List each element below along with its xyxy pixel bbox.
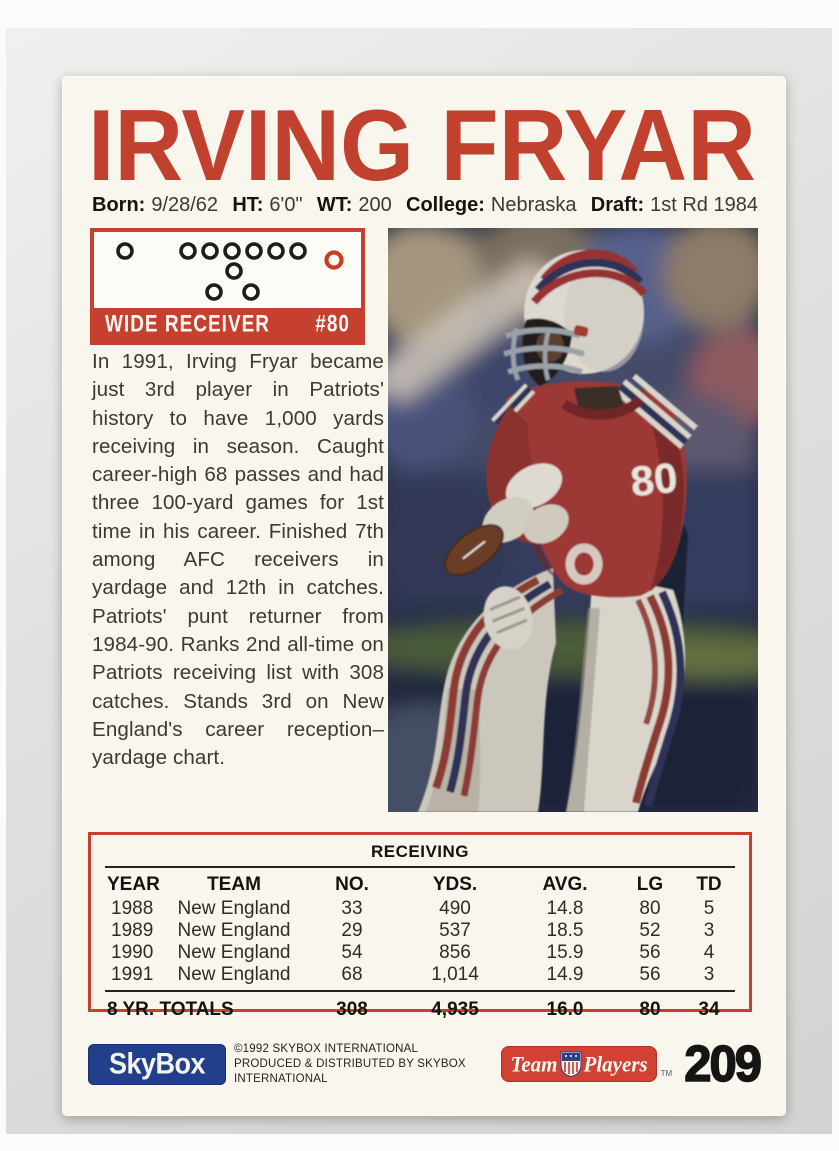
position-banner: WIDE RECEIVER #80 [94,308,361,341]
player-photo: 80 [388,228,758,812]
bio-weight: WT: 200 [316,194,392,216]
bio-draft: Draft: 1st Rd 1984 [590,194,758,216]
table-row: 1989 New England 29 537 18.5 52 3 [111,920,715,941]
player-name: IRVING FRYAR [88,102,756,194]
stats-table: RECEIVING YEAR TEAM NO. YDS. AVG. LG TD … [88,832,752,1020]
shoe [483,586,533,650]
copyright-text: ©1992 SKYBOX INTERNATIONAL PRODUCED & DI… [234,1042,466,1085]
trademark-symbol: TM [660,1068,673,1078]
position-label: WIDE RECEIVER [105,310,271,337]
team-nfl-players-logo: Team Players [501,1046,657,1082]
position-number-label: #80 [315,310,350,337]
divider [105,866,735,868]
career-summary: In 1991, Irving Fryar became just 3rd pl… [92,350,384,770]
table-row: 1990 New England 54 856 15.9 56 4 [111,942,715,963]
skybox-logo-text: SkyBox [108,1047,206,1080]
receiver-position-marker [324,250,344,270]
stats-header-row: YEAR TEAM NO. YDS. AVG. LG TD [107,874,722,895]
bio-college: College: Nebraska [406,194,577,216]
stats-table-title: RECEIVING [370,842,470,861]
formation-diagram [116,242,344,301]
divider [105,990,735,992]
stats-totals-row: 8 YR. TOTALS 308 4,935 16.0 80 34 [107,999,720,1020]
bio-born: Born: 9/28/62 [92,194,219,216]
formation-diagram-box: WIDE RECEIVER #80 [90,228,365,345]
facemask [503,327,585,381]
card-number: 209 [683,1035,762,1093]
football [444,524,504,576]
bio-height: HT: 6'0" [232,194,303,216]
table-row: 1991 New England 68 1,014 14.9 56 3 [111,964,715,985]
player-figure: 80 [418,249,698,812]
table-row: 1988 New England 33 490 14.8 80 5 [111,898,715,919]
player-photo-art: 80 [388,228,758,812]
jersey-number: 80 [628,454,679,506]
skybox-logo: SkyBox [88,1043,226,1085]
bio-line: Born: 9/28/62 HT: 6'0" WT: 200 College: Nebr… [92,194,758,217]
player-name-title: IRVING FRYAR [88,102,756,194]
nfl-shield-icon [560,1051,582,1077]
trading-card-back: IRVING FRYAR Born: 9/28/62 HT: 6'0" WT: 200… [62,76,786,1116]
card-footer: SkyBox ©1992 SKYBOX INTERNATIONAL PRODUC… [88,1035,763,1093]
